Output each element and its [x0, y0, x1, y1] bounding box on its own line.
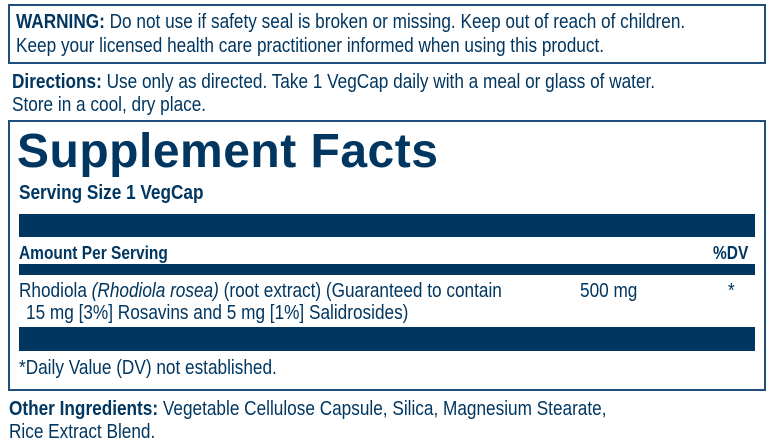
ingredient-latin-name: (Rhodiola rosea)	[91, 280, 219, 302]
ingredient-row: Rhodiola (Rhodiola rosea) (root extract)…	[19, 280, 502, 302]
directions-label: Directions:	[12, 71, 102, 93]
serving-size: Serving Size 1 VegCap	[19, 182, 204, 204]
divider-bar-thick	[19, 214, 755, 237]
amount-per-serving-header: Amount Per Serving	[19, 243, 168, 263]
warning-line-1: WARNING: Do not use if safety seal is br…	[16, 11, 685, 33]
directions-line-2: Store in a cool, dry place.	[12, 94, 207, 116]
divider-bar-thin	[19, 264, 755, 275]
dv-footnote: *Daily Value (DV) not established.	[19, 357, 277, 379]
warning-label: WARNING:	[16, 11, 105, 33]
dv-header: %DV	[713, 243, 749, 263]
other-ingredients-label: Other Ingredients:	[9, 398, 159, 420]
other-ingredients-line-1: Other Ingredients: Vegetable Cellulose C…	[9, 398, 606, 420]
directions-line-1: Directions: Use only as directed. Take 1…	[12, 71, 655, 93]
warning-line-2: Keep your licensed health care practitio…	[16, 35, 605, 57]
ingredient-description-line-2: 15 mg [3%] Rosavins and 5 mg [1%] Salidr…	[26, 302, 409, 324]
ingredient-amount: 500 mg	[580, 280, 638, 302]
other-ingredients-text: Vegetable Cellulose Capsule, Silica, Mag…	[158, 398, 607, 420]
warning-box	[8, 4, 766, 64]
ingredient-dv: *	[728, 280, 735, 302]
ingredient-description: (root extract) (Guaranteed to contain	[218, 280, 502, 302]
ingredient-name: Rhodiola	[19, 280, 92, 302]
facts-title: Supplement Facts	[17, 125, 439, 178]
warning-text: Do not use if safety seal is broken or m…	[104, 11, 686, 33]
other-ingredients-line-2: Rice Extract Blend.	[9, 421, 156, 443]
directions-text: Use only as directed. Take 1 VegCap dail…	[101, 71, 656, 93]
supplement-facts-panel	[8, 120, 766, 391]
divider-bar-bottom	[19, 327, 755, 351]
